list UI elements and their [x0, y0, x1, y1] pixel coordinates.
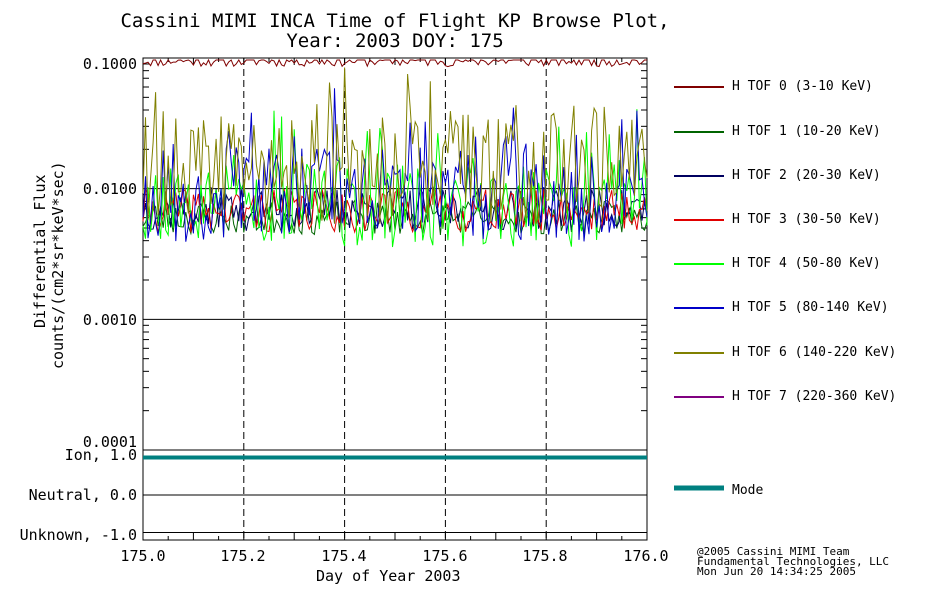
credit-line: @2005 Cassini MIMI Team: [697, 545, 850, 558]
y-tick-label: 0.0100: [82, 180, 137, 198]
y-tick-label: 0.1000: [82, 55, 137, 73]
mode-tick-label: Ion, 1.0: [64, 446, 137, 464]
legend-label: H TOF 3 (30-50 KeV): [732, 212, 881, 227]
x-tick-label: 175.6: [422, 547, 468, 565]
legend-label: H TOF 5 (80-140 KeV): [732, 300, 889, 315]
series-line: [142, 186, 648, 234]
y-axis-label-units: counts/(cm2*sr*keV*sec): [49, 161, 67, 369]
chart-title: Cassini MIMI INCA Time of Flight KP Brow…: [120, 10, 670, 32]
legend-label-mode: Mode: [732, 483, 764, 498]
legend-label: H TOF 4 (50-80 KeV): [732, 256, 881, 271]
legend-label: H TOF 6 (140-220 KeV): [732, 345, 897, 360]
legend-label: H TOF 0 (3-10 KeV): [732, 79, 873, 94]
mode-tick-label: Neutral, 0.0: [28, 486, 137, 504]
legend-label: H TOF 7 (220-360 KeV): [732, 389, 897, 404]
y-axis-label: Differential Flux: [31, 174, 49, 328]
series-line: [142, 67, 648, 224]
plot-frame: [142, 57, 648, 451]
x-tick-label: 175.2: [220, 547, 266, 565]
legend-label: H TOF 2 (20-30 KeV): [732, 168, 881, 183]
mode-tick-label: Unknown, -1.0: [19, 526, 137, 544]
credit-line: Fundamental Technologies, LLC: [697, 555, 890, 568]
y-tick-label: 0.0001: [82, 433, 137, 451]
y-tick-label: 0.0010: [82, 311, 137, 329]
legend-label: H TOF 1 (10-20 KeV): [732, 124, 881, 139]
x-tick-label: 175.8: [522, 547, 568, 565]
x-tick-label: 175.0: [120, 547, 166, 565]
series-line: [142, 109, 648, 248]
x-axis-label: Day of Year 2003: [316, 567, 461, 585]
chart-subtitle: Year: 2003 DOY: 175: [286, 30, 504, 52]
series-line: [142, 58, 647, 68]
x-tick-label: 176.0: [623, 547, 669, 565]
x-tick-label: 175.4: [321, 547, 367, 565]
credit-line: Mon Jun 20 14:34:25 2005: [697, 565, 856, 578]
